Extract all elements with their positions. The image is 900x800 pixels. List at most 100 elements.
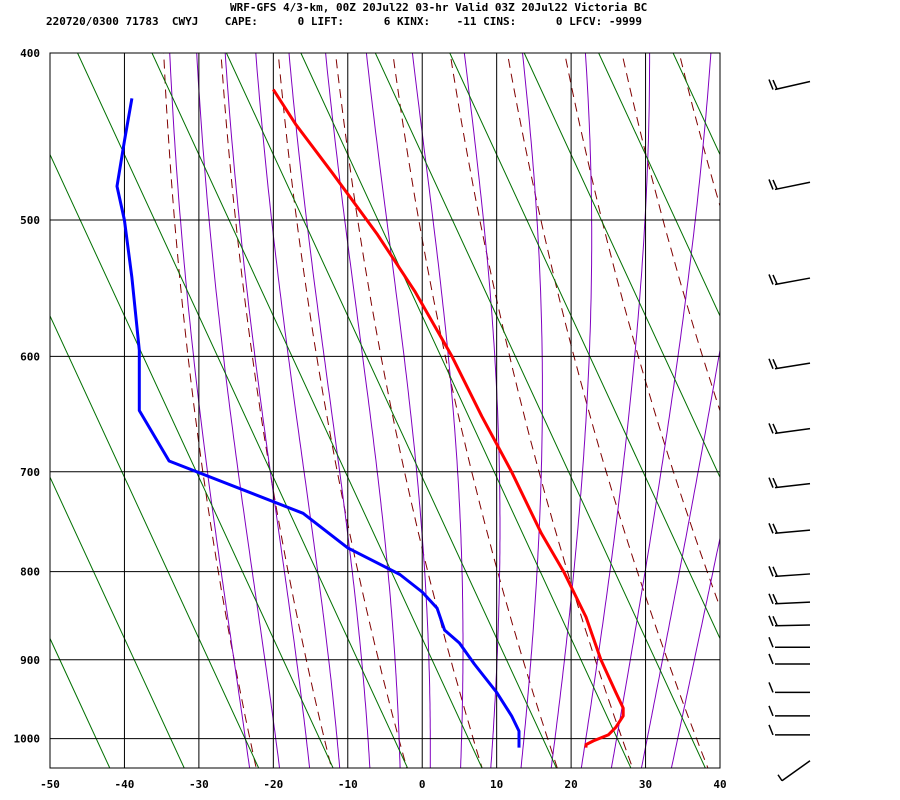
wind-barb-feather — [768, 179, 774, 190]
wind-barb-feather — [768, 705, 774, 717]
wind-barb-feather — [768, 636, 774, 648]
mixing-ratio-lines — [50, 53, 720, 768]
moist-adiabat — [255, 53, 341, 768]
x-tick-label: -10 — [338, 778, 358, 791]
wind-barb — [768, 274, 811, 286]
plot-area — [50, 15, 900, 783]
moist-adiabat — [325, 53, 401, 768]
moist-adiabat — [288, 53, 371, 768]
mixing-ratio-line — [50, 153, 334, 768]
dry-adiabat — [896, 15, 900, 783]
x-tick-label: 0 — [419, 778, 426, 791]
moist-adiabat — [224, 53, 311, 768]
dry-adiabat — [621, 53, 720, 413]
wind-barb-feather — [772, 274, 778, 285]
y-tick-label: 900 — [20, 654, 40, 667]
wind-barb-staff — [774, 573, 811, 578]
wind-barb-feather — [768, 653, 774, 665]
moist-adiabat — [610, 53, 712, 768]
wind-barb-feather — [772, 523, 778, 534]
wind-barb-feather — [768, 423, 774, 434]
wind-barb-staff — [774, 601, 811, 605]
wind-barb-staff — [774, 80, 811, 91]
moist-adiabat — [670, 535, 720, 768]
wind-barb-feather — [768, 566, 774, 577]
wind-barb-feather — [768, 593, 774, 604]
wind-barb — [768, 682, 810, 694]
mixing-ratio-line — [77, 53, 409, 768]
wind-barb — [768, 358, 811, 370]
wind-barb — [777, 760, 811, 782]
wind-barb-feather — [772, 423, 778, 434]
wind-barb — [768, 423, 811, 435]
dry-adiabat — [163, 53, 257, 768]
moist-adiabat — [640, 347, 720, 768]
chart-title: WRF-GFS 4/3-km, 00Z 20Jul22 03-hr Valid … — [230, 1, 647, 14]
y-tick-label: 700 — [20, 466, 40, 479]
chart-info-line: 220720/0300 71783 CWYJ CAPE: 0 LIFT: 6 K… — [46, 15, 642, 28]
dewpoint-line — [115, 98, 521, 748]
dry-adiabat — [783, 15, 900, 783]
x-tick-label: 30 — [639, 778, 652, 791]
x-tick-label: -20 — [263, 778, 283, 791]
y-tick-label: 400 — [20, 47, 40, 60]
mixing-ratio-line — [374, 53, 706, 768]
wind-barb-feather — [768, 682, 774, 693]
wind-barb-feather — [768, 358, 774, 370]
dry-adiabat — [839, 15, 900, 783]
x-tick-label: 20 — [564, 778, 577, 791]
dry-adiabat — [727, 15, 900, 783]
wind-barb — [768, 653, 810, 665]
wind-barb — [768, 179, 811, 191]
wind-barb-feather — [772, 593, 778, 604]
mixing-ratio-line — [50, 637, 111, 768]
mixing-ratio-line — [449, 53, 720, 640]
wind-barb-feather — [768, 79, 774, 90]
wind-barb — [768, 79, 811, 91]
wind-barb — [768, 566, 811, 578]
moist-adiabat — [169, 53, 251, 768]
wind-barb — [768, 593, 811, 605]
wind-barb — [768, 705, 810, 717]
grid-lines — [50, 53, 720, 768]
plot-frame — [49, 52, 721, 769]
sounding-series — [115, 88, 625, 748]
wind-barb — [768, 523, 811, 535]
dry-adiabat — [392, 53, 558, 768]
wind-barb-staff — [774, 624, 811, 627]
wind-barb-feather — [772, 615, 778, 626]
wind-barb — [768, 477, 811, 489]
moist-adiabat — [520, 53, 543, 768]
y-tick-label: 800 — [20, 566, 40, 579]
moist-adiabat — [463, 53, 501, 768]
x-tick-label: -50 — [40, 778, 60, 791]
wind-barb-staff — [774, 427, 811, 435]
mixing-ratio-line — [151, 53, 483, 768]
dry-adiabat — [449, 53, 634, 768]
mixing-ratio-line — [598, 53, 720, 318]
x-tick-label: -30 — [189, 778, 209, 791]
wind-barb-feather — [772, 79, 778, 90]
mixing-ratio-line — [523, 53, 720, 479]
dry-adiabat — [334, 53, 483, 768]
wind-barb-staff — [774, 362, 811, 370]
wind-barb-staff — [774, 181, 811, 191]
wind-barbs — [768, 79, 811, 782]
wind-barb-staff — [781, 760, 811, 782]
moist-adiabat — [411, 53, 464, 768]
mixing-ratio-line — [300, 53, 632, 768]
dry-adiabats — [163, 15, 900, 783]
wind-barb — [768, 636, 810, 648]
mixing-ratio-line — [50, 476, 185, 768]
mixing-ratio-line — [225, 53, 557, 768]
x-tick-label: 40 — [713, 778, 726, 791]
moist-adiabats — [169, 53, 720, 768]
wind-barb-feather — [768, 523, 774, 534]
y-tick-label: 600 — [20, 350, 40, 363]
moist-adiabat — [365, 53, 431, 768]
y-tick-label: 500 — [20, 214, 40, 227]
dry-adiabat — [220, 53, 333, 768]
wind-barb-feather — [768, 274, 774, 285]
dry-adiabat — [506, 53, 709, 768]
